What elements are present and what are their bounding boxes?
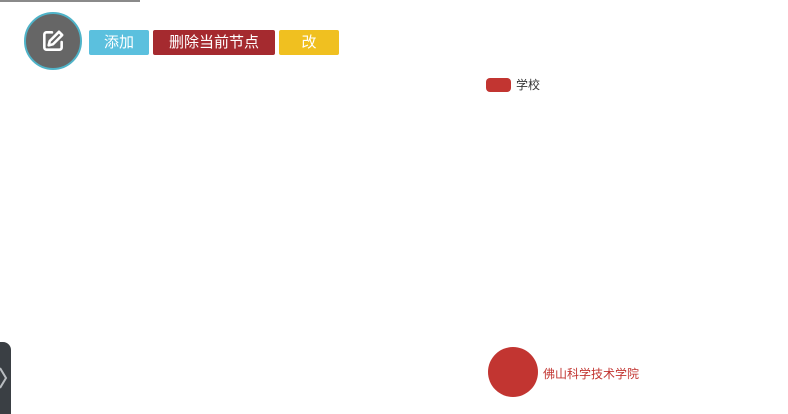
graph-node-label: 佛山科学技术学院	[543, 367, 640, 381]
legend-item-school[interactable]: 学校	[486, 76, 540, 93]
edit-fab-button[interactable]	[24, 12, 82, 70]
horizontal-scrollbar[interactable]	[0, 0, 140, 2]
chevron-right-icon	[0, 367, 8, 389]
graph-node[interactable]	[488, 347, 538, 397]
edit-square-icon	[43, 30, 64, 51]
legend-label: 学校	[516, 78, 541, 92]
edit-button[interactable]: 改	[279, 30, 339, 55]
add-button[interactable]: 添加	[89, 30, 149, 55]
delete-current-node-button[interactable]: 删除当前节点	[153, 30, 275, 55]
side-panel-toggle[interactable]	[0, 342, 11, 414]
legend-swatch	[486, 77, 511, 92]
